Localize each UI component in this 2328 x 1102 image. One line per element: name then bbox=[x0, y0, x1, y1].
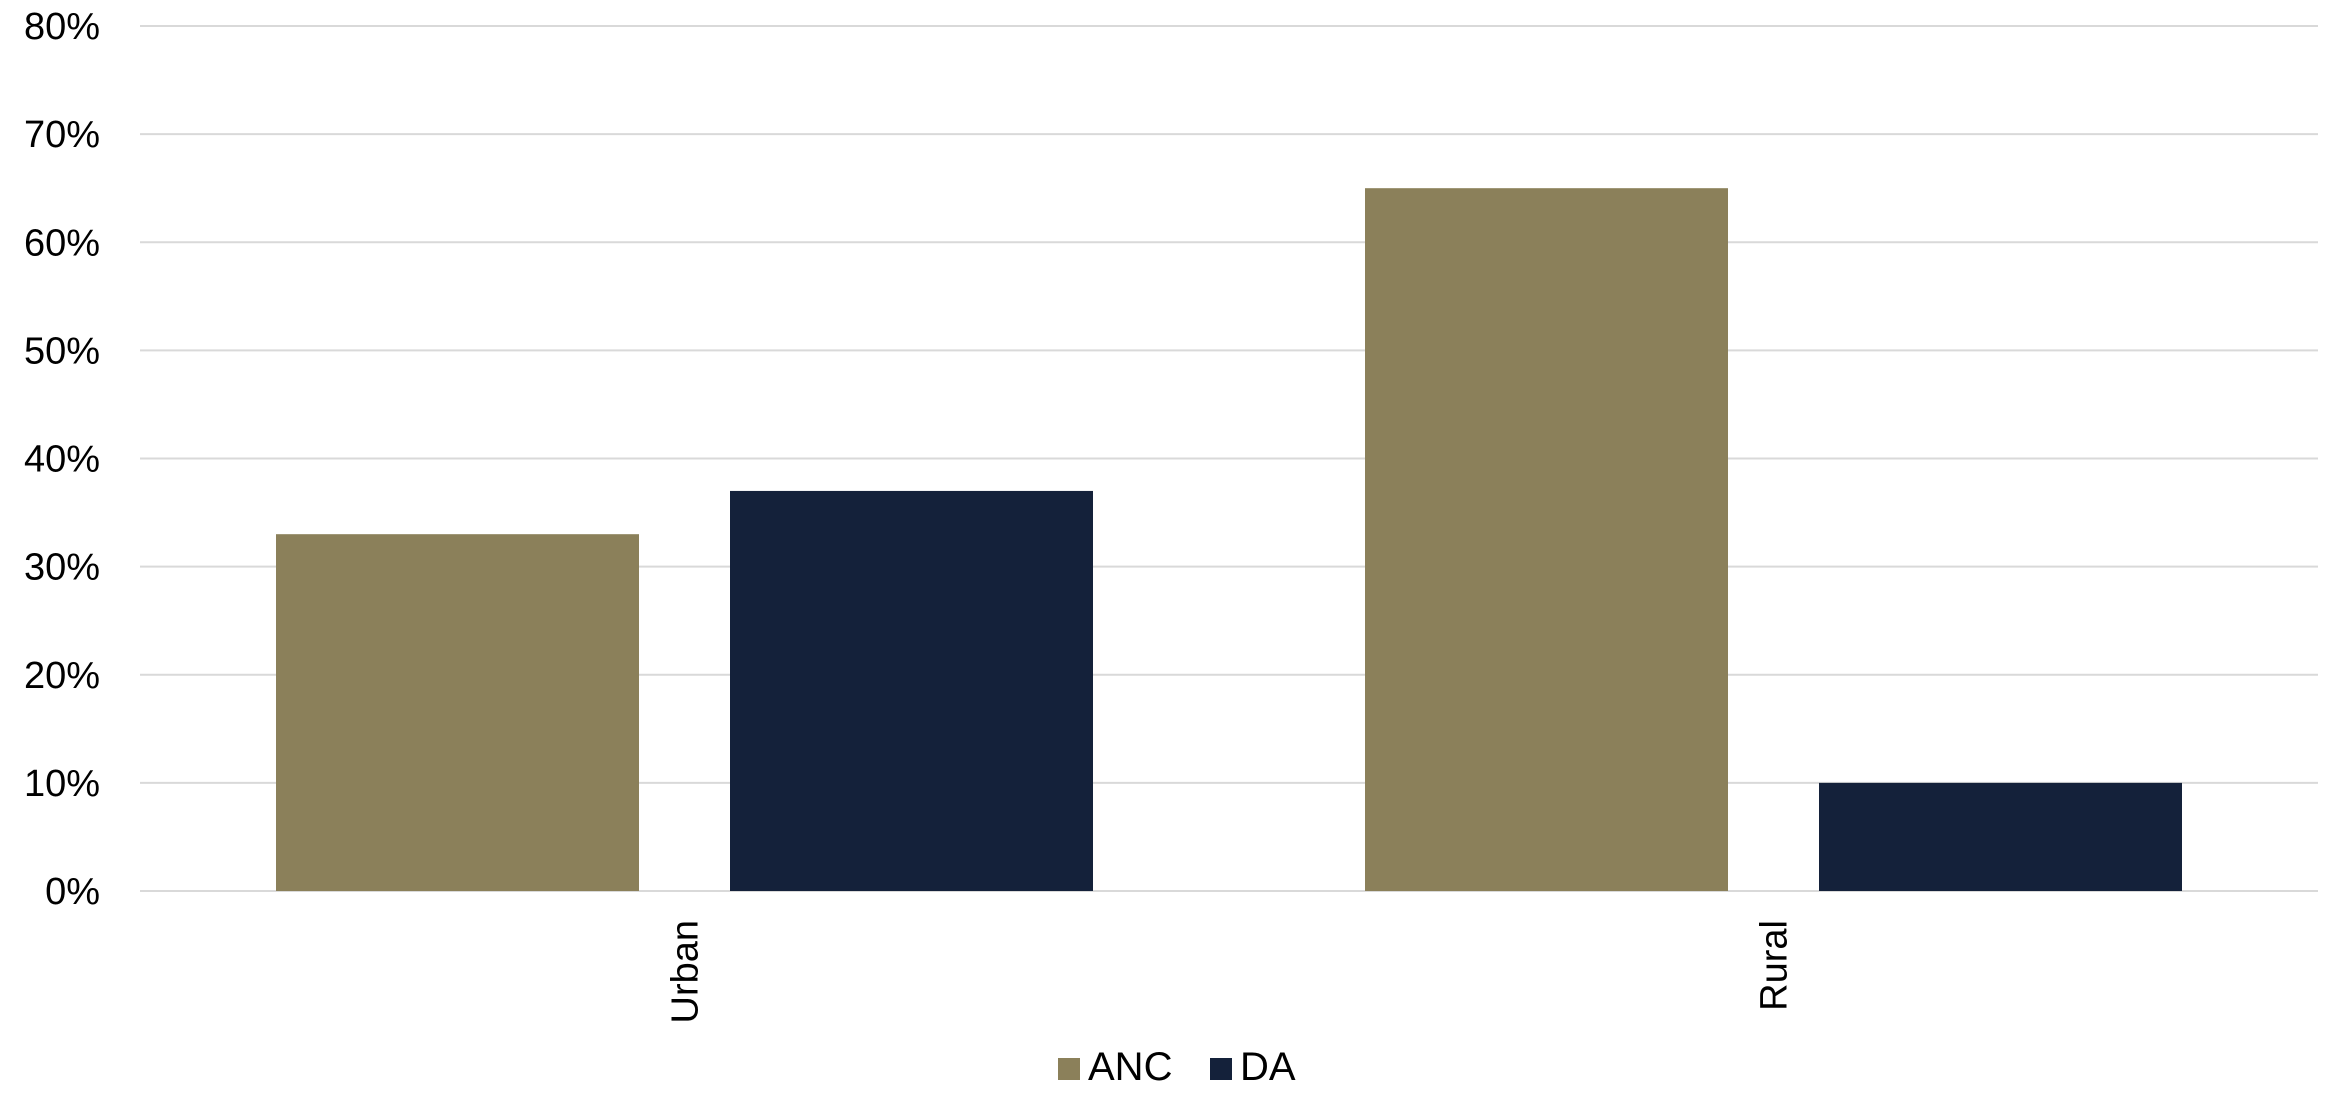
legend-label: ANC bbox=[1088, 1045, 1172, 1089]
y-tick-label: 40% bbox=[24, 439, 100, 481]
bars bbox=[276, 188, 2182, 891]
y-tick-label: 70% bbox=[24, 114, 100, 156]
y-tick-label: 0% bbox=[45, 871, 100, 913]
y-tick-label: 50% bbox=[24, 330, 100, 372]
y-tick-label: 30% bbox=[24, 547, 100, 589]
x-category-label: Urban bbox=[665, 920, 707, 1024]
legend-item-da: DA bbox=[1210, 1045, 1296, 1089]
legend: ANC DA bbox=[1058, 1045, 1296, 1089]
y-axis-tick-labels: 0% 10% 20% 30% 40% 50% 60% 70% 80% bbox=[24, 6, 100, 913]
legend-swatch bbox=[1210, 1058, 1232, 1080]
bar-anc-urban bbox=[276, 534, 639, 891]
y-tick-label: 80% bbox=[24, 6, 100, 48]
x-category-label: Rural bbox=[1754, 920, 1796, 1011]
y-tick-label: 10% bbox=[24, 763, 100, 805]
bar-anc-rural bbox=[1365, 188, 1728, 891]
x-axis-category-labels: Urban Rural bbox=[665, 920, 1796, 1024]
legend-swatch bbox=[1058, 1058, 1080, 1080]
bar-da-urban bbox=[730, 490, 1093, 891]
y-tick-label: 60% bbox=[24, 222, 100, 264]
legend-item-anc: ANC bbox=[1058, 1045, 1172, 1089]
y-tick-label: 20% bbox=[24, 655, 100, 697]
legend-label: DA bbox=[1240, 1045, 1296, 1089]
bar-da-rural bbox=[1819, 782, 2182, 891]
